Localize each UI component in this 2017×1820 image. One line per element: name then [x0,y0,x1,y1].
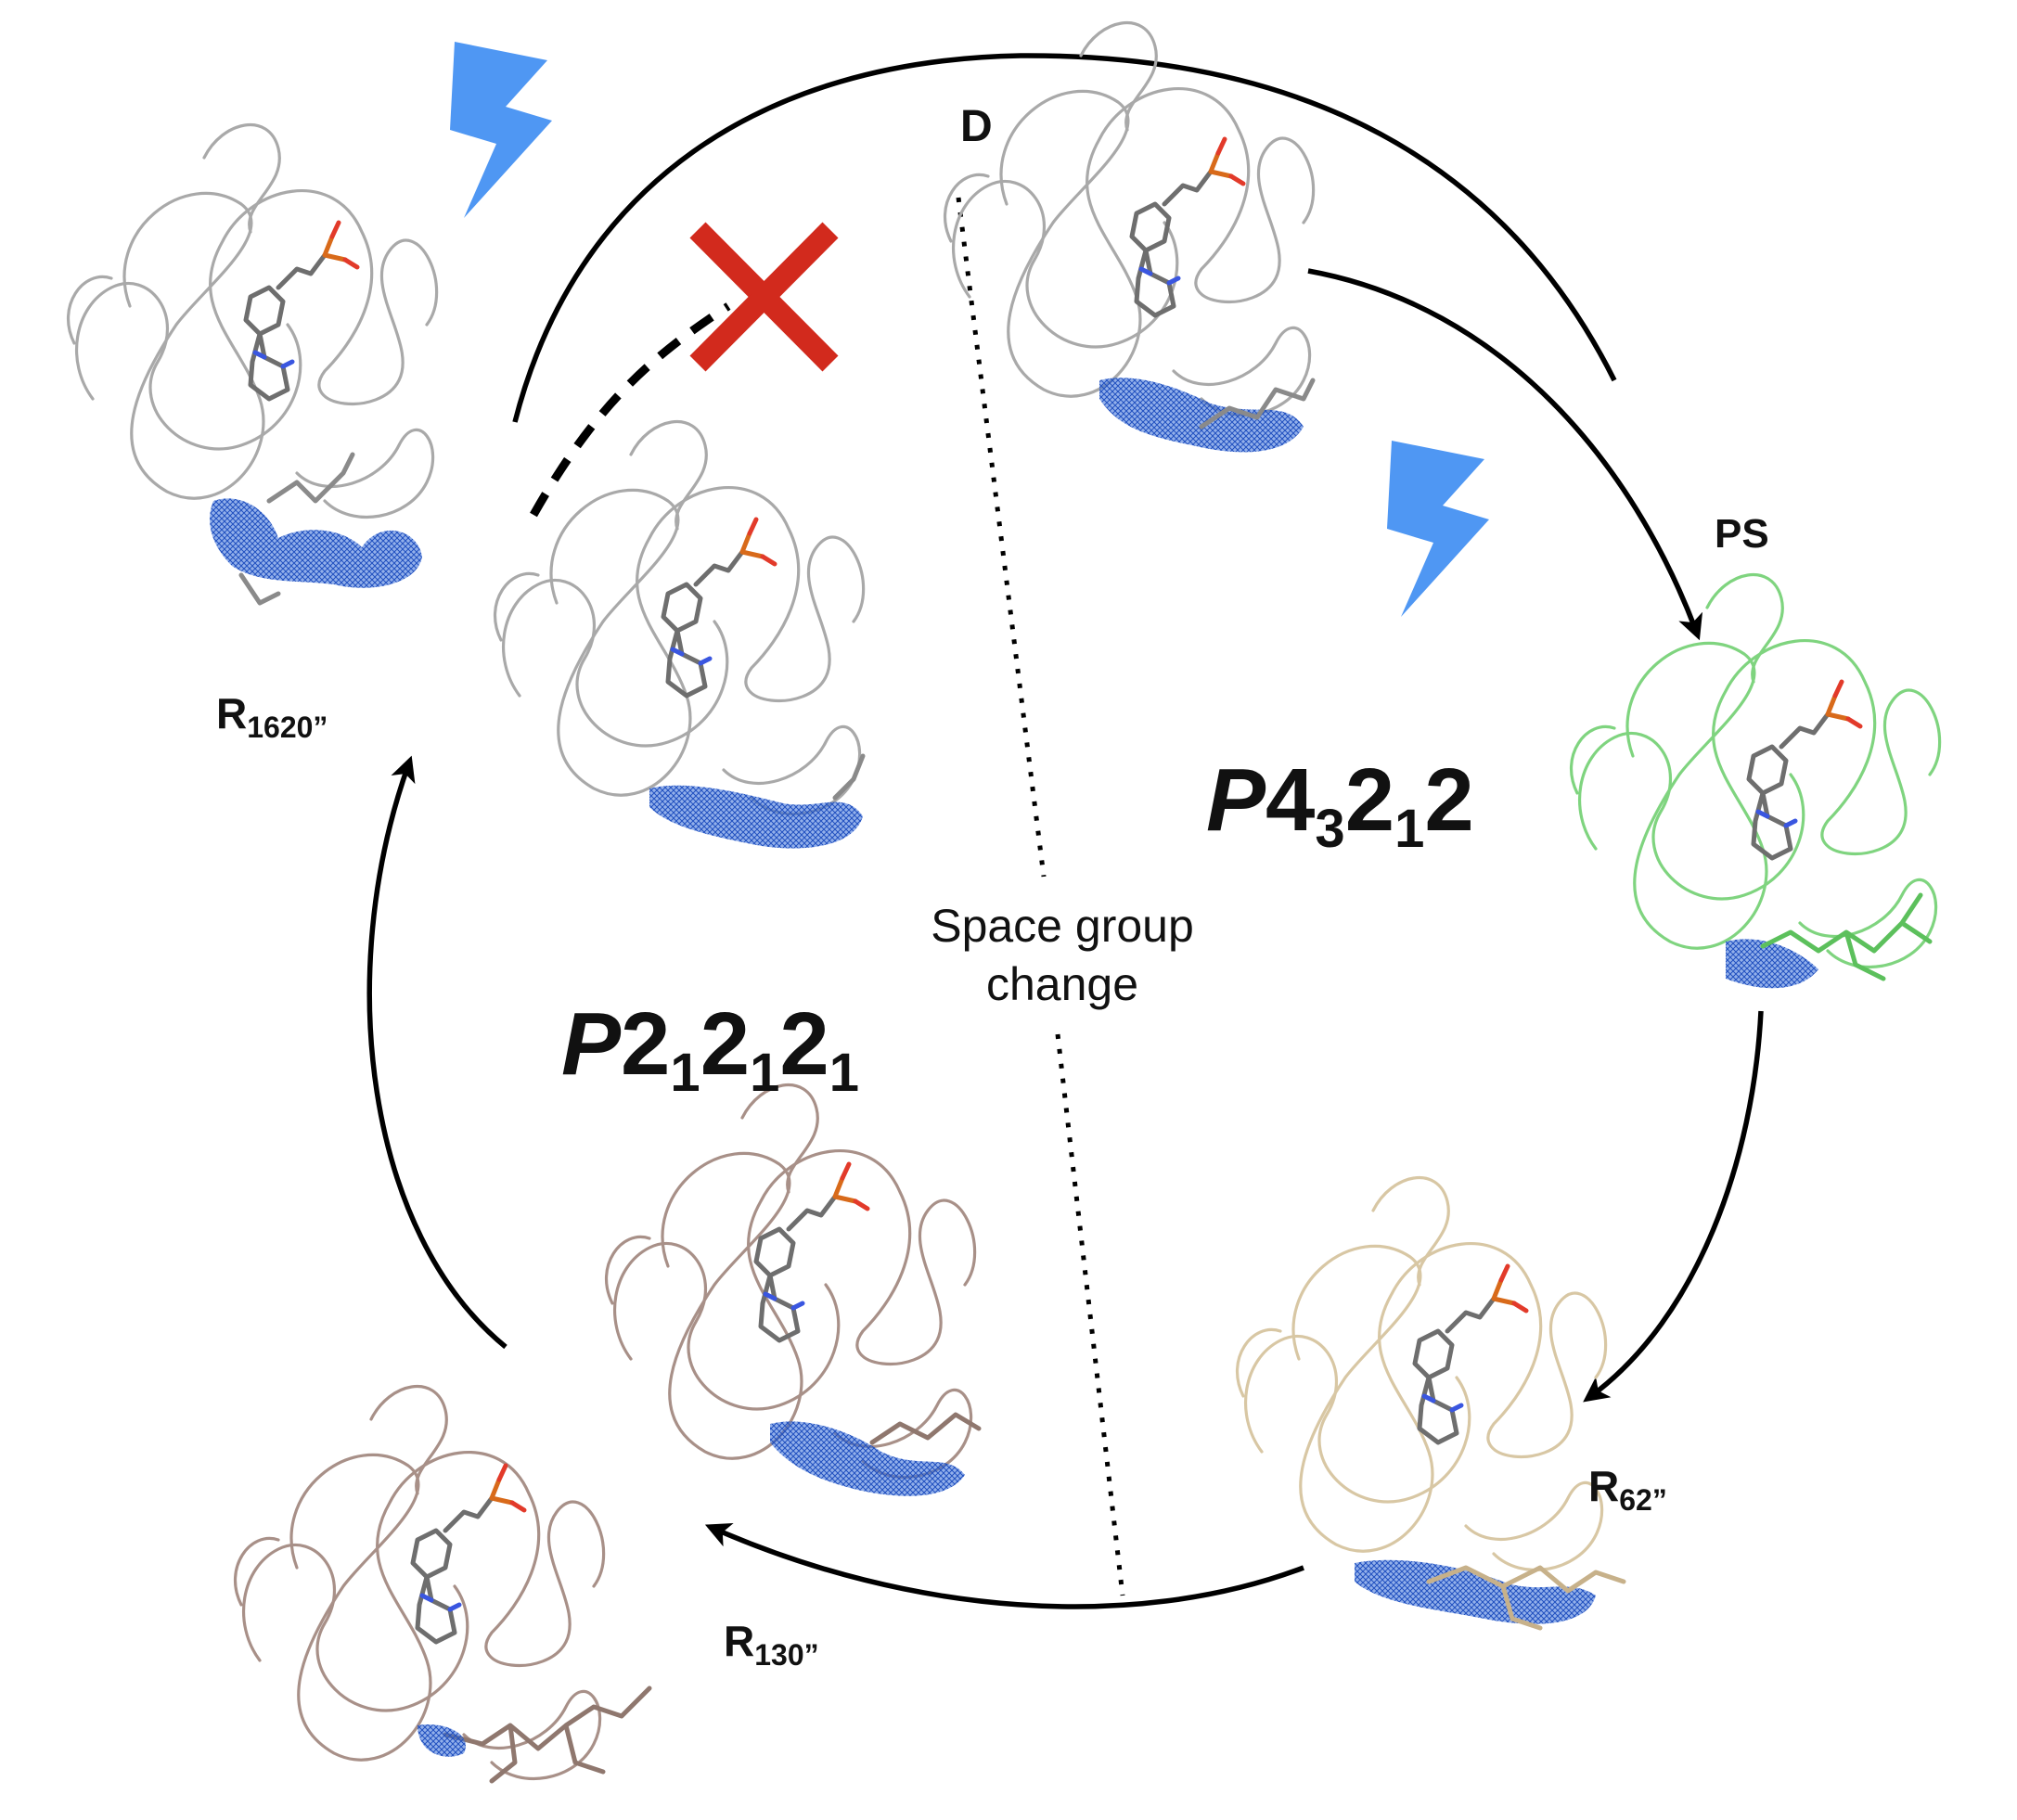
label-r1620: R1620” [216,689,328,744]
space-group-divider [956,197,1125,1596]
space-group-tetragonal: P43212 [1206,750,1474,859]
structure-r130-b [233,1384,652,1784]
structure-ps [1569,572,1942,989]
space-group-change-line1: Space group [931,900,1194,952]
structure-r1620-b [493,419,866,849]
arc-r130-to-r1620-arrow [366,755,507,1350]
structure-r62 [1235,1175,1626,1631]
label-photostationary-state: PS [1715,511,1769,557]
arc-d-to-ps-arrow [1307,268,1703,641]
structure-dark [943,20,1316,453]
arc-ps-to-r62-arrow [1583,1010,1764,1403]
cross-icon [689,222,839,372]
structure-r130-a [604,1083,982,1496]
label-r62: R62” [1588,1462,1667,1517]
space-group-change-line2: change [986,958,1138,1010]
lightning-icon [450,42,552,218]
label-dark-state: D [960,102,993,151]
structure-r1620-a [66,122,439,606]
lightning-icon [1387,441,1489,617]
arc-r1620-to-d-arrow [512,53,1617,423]
blocked-pathway-dashed [530,302,731,518]
arc-r62-to-r130-arrow [704,1523,1304,1609]
label-r130: R130” [724,1617,819,1672]
space-group-orthorhombic: P212121 [561,994,859,1103]
